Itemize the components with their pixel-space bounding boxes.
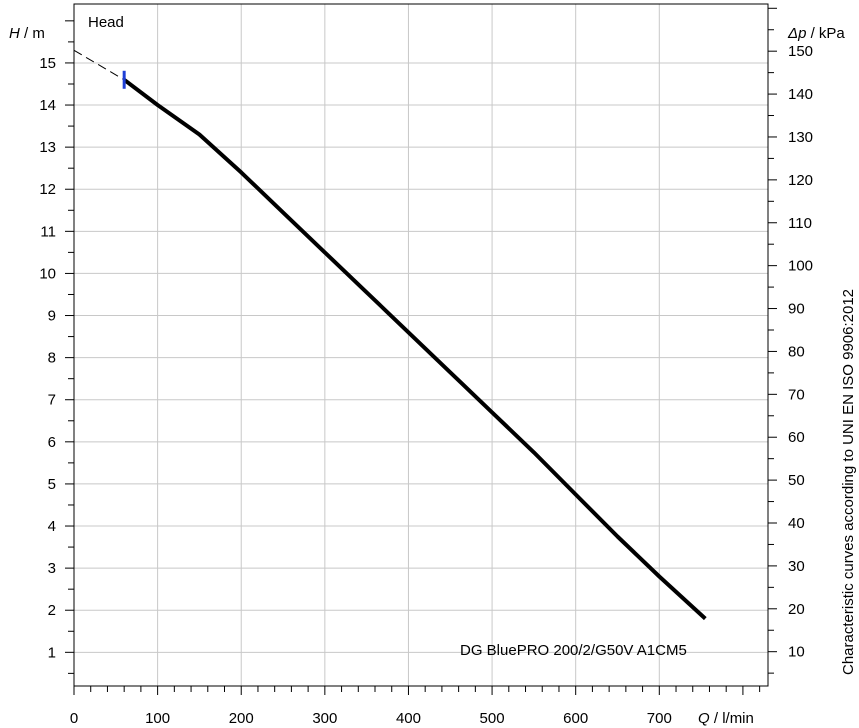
y2-tick-label: 70 xyxy=(788,386,805,403)
y2-tick-label: 150 xyxy=(788,43,813,60)
x-tick-label: 500 xyxy=(480,710,505,727)
chart-title: Head xyxy=(88,14,124,31)
y-tick-label: 6 xyxy=(48,434,56,451)
y-tick-label: 5 xyxy=(48,476,56,493)
x-tick-label: 100 xyxy=(145,710,170,727)
x-tick-label: 200 xyxy=(229,710,254,727)
chart-subtitle: Characteristic curves according to UNI E… xyxy=(840,289,857,675)
y2-tick-label: 100 xyxy=(788,258,813,275)
y-tick-label: 15 xyxy=(39,55,56,72)
curves xyxy=(73,49,707,621)
y2-tick-label: 80 xyxy=(788,343,805,360)
y2-tick-label: 10 xyxy=(788,644,805,661)
x-tick-label: 0 xyxy=(70,710,78,727)
y-tick-label: 14 xyxy=(39,97,56,114)
y-tick-label: 11 xyxy=(40,223,56,240)
y2-tick-label: 140 xyxy=(788,86,813,103)
y2-tick-label: 120 xyxy=(788,172,813,189)
series-line xyxy=(122,78,707,621)
y2-tick-label: 110 xyxy=(788,215,812,232)
y-axis-label: H / m xyxy=(9,25,45,42)
y2-tick-label: 30 xyxy=(788,558,805,575)
y2-tick-label: 40 xyxy=(788,515,805,532)
y2-tick-label: 130 xyxy=(788,129,813,146)
y-tick-label: 4 xyxy=(48,518,56,535)
y2-tick-label: 90 xyxy=(788,301,805,318)
x-tick-label: 600 xyxy=(563,710,588,727)
y-tick-label: 2 xyxy=(48,602,56,619)
grid xyxy=(74,4,768,686)
y-tick-label: 1 xyxy=(48,644,56,661)
y-tick-label: 3 xyxy=(48,560,56,577)
series-label: DG BluePRO 200/2/G50V A1CM5 xyxy=(460,642,687,659)
x-tick-label: 300 xyxy=(312,710,337,727)
ticks: 0 100 200 300 400 500 600 700123456789101112131… xyxy=(39,7,813,727)
x-axis-label: Q / l/min xyxy=(698,710,754,727)
y-tick-label: 13 xyxy=(39,139,56,156)
axes xyxy=(73,3,769,687)
y-tick-label: 9 xyxy=(48,308,56,325)
x-tick-label: 700 xyxy=(647,710,672,727)
y2-tick-label: 60 xyxy=(788,429,805,446)
y-tick-label: 7 xyxy=(48,392,56,409)
y-tick-label: 8 xyxy=(48,350,56,367)
y2-axis-label: Δp / kPa xyxy=(787,25,845,42)
y2-tick-label: 50 xyxy=(788,472,805,489)
y-tick-label: 10 xyxy=(39,265,56,282)
y2-tick-label: 20 xyxy=(788,601,805,618)
plot-frame xyxy=(73,3,769,687)
x-tick-label: 400 xyxy=(396,710,421,727)
curve-extrapolation xyxy=(73,49,125,81)
y-tick-label: 12 xyxy=(39,181,56,198)
